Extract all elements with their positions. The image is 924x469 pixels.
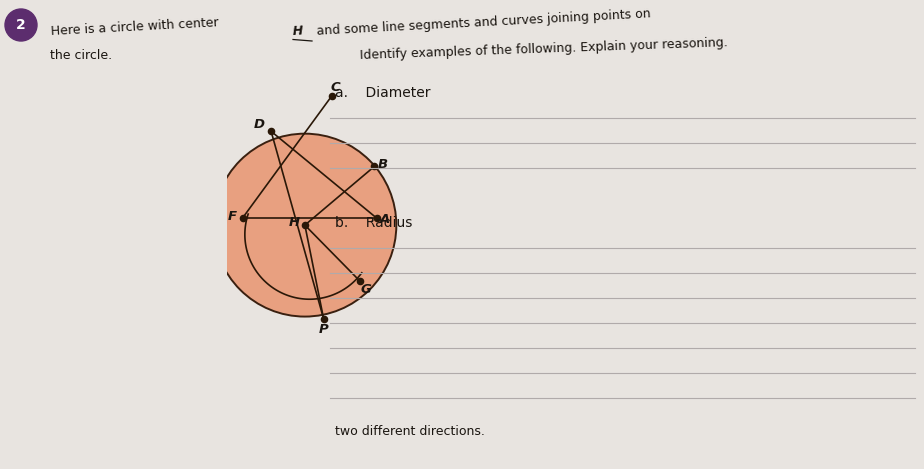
Text: B: B: [378, 158, 388, 171]
Text: D: D: [254, 118, 265, 131]
Point: [367, 163, 382, 170]
Text: C: C: [331, 81, 340, 94]
Text: Here is a circle with center: Here is a circle with center: [50, 16, 223, 38]
Circle shape: [5, 9, 37, 41]
Text: a.    Diameter: a. Diameter: [335, 86, 431, 100]
Point: [263, 128, 278, 135]
Text: Identify examples of the following. Explain your reasoning.: Identify examples of the following. Expl…: [360, 36, 728, 62]
Point: [298, 221, 312, 229]
Point: [324, 92, 339, 100]
Text: P: P: [319, 323, 329, 336]
Text: 2: 2: [16, 18, 26, 32]
Text: G: G: [360, 283, 371, 296]
Text: F: F: [227, 210, 237, 223]
Text: A: A: [380, 213, 390, 226]
Text: and some line segments and curves joining points on: and some line segments and curves joinin…: [312, 8, 650, 38]
Point: [316, 315, 331, 323]
Circle shape: [213, 134, 396, 317]
Point: [353, 278, 368, 285]
Point: [370, 214, 384, 222]
Text: H: H: [292, 24, 303, 38]
Text: the circle.: the circle.: [50, 49, 112, 62]
Text: two different directions.: two different directions.: [335, 425, 485, 438]
Point: [235, 214, 249, 222]
Text: H: H: [289, 216, 300, 229]
Text: b.    Radius: b. Radius: [335, 216, 412, 230]
